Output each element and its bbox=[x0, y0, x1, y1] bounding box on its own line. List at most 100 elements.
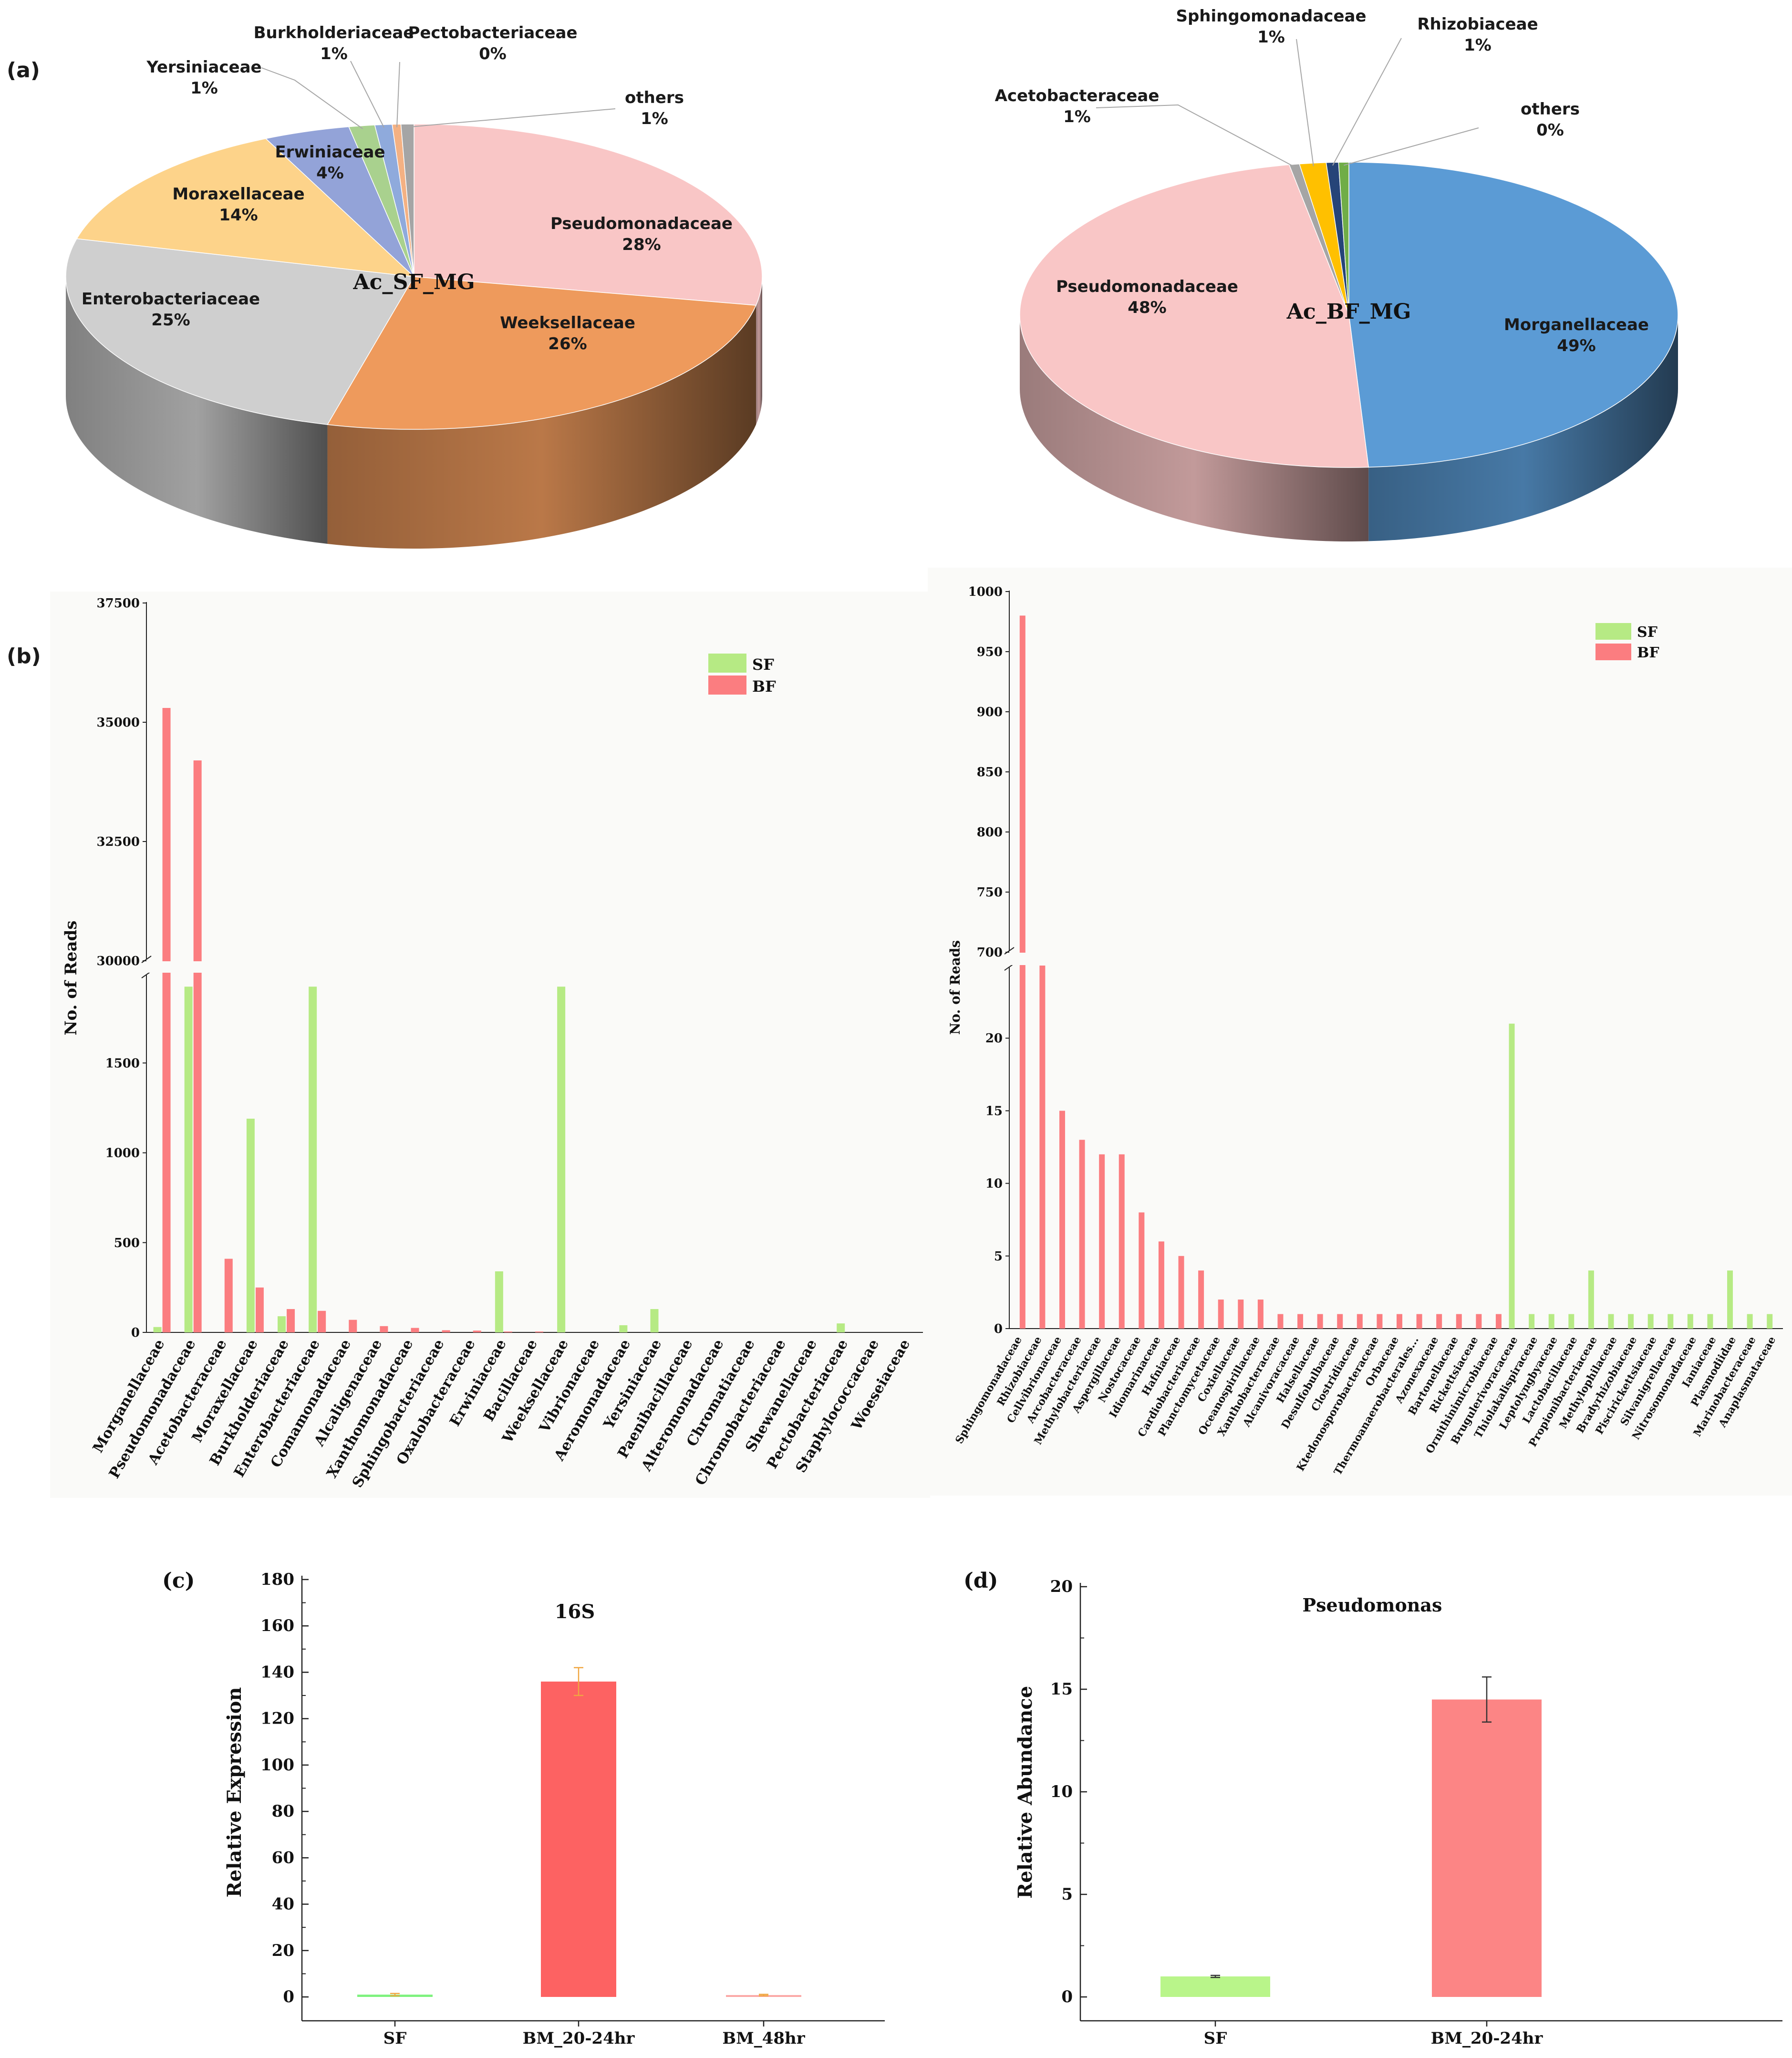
bar-bf bbox=[1397, 1314, 1402, 1329]
bar-sf bbox=[1568, 1314, 1574, 1329]
bar-bf bbox=[1218, 1299, 1224, 1329]
bar-bf bbox=[1198, 1270, 1204, 1329]
y-tick-label: 10 bbox=[985, 1177, 1003, 1191]
y-tick-label: 900 bbox=[977, 705, 1003, 719]
y-tick-label: 700 bbox=[977, 946, 1003, 960]
bar-bf bbox=[1416, 1314, 1422, 1329]
y-axis-label: Relative Abundance bbox=[1014, 1686, 1036, 1899]
legend-label-bf: BF bbox=[752, 677, 776, 696]
bar-bf bbox=[318, 1310, 326, 1332]
legend-swatch-sf bbox=[1595, 623, 1631, 640]
leader-line-3 bbox=[1296, 39, 1314, 166]
bar-1 bbox=[1432, 1699, 1542, 1997]
slice-name-label-4: Erwiniaceae bbox=[275, 143, 385, 162]
slice-name-label-3: Sphingomonadaceae bbox=[1176, 7, 1366, 26]
leader-line-5 bbox=[261, 67, 363, 129]
bar-sf bbox=[1628, 1314, 1634, 1329]
y-tick-label: 37500 bbox=[97, 596, 140, 611]
bar-bf bbox=[255, 1287, 264, 1332]
bar-sf bbox=[246, 1118, 255, 1332]
bar-bf bbox=[504, 1331, 512, 1332]
bar-bf bbox=[1139, 1212, 1145, 1329]
slice-name-label-1: Pseudomonadaceae bbox=[1056, 277, 1238, 296]
slice-percent-label-0: 49% bbox=[1557, 336, 1595, 355]
y-tick-label: 750 bbox=[977, 885, 1003, 900]
x-category-label: SF bbox=[383, 2029, 407, 2048]
bar-bf bbox=[380, 1326, 388, 1332]
slice-name-label-6: Burkholderiaceae bbox=[254, 23, 414, 42]
bar-sf bbox=[495, 1271, 503, 1332]
pie-title: Ac_BF_MG bbox=[1286, 299, 1411, 324]
pie-slice-3 bbox=[76, 138, 415, 277]
leader-line-6 bbox=[350, 61, 385, 128]
slice-percent-label-4: 4% bbox=[316, 164, 344, 183]
y-tick-label: 20 bbox=[1050, 1577, 1073, 1596]
bar-bf bbox=[1476, 1314, 1482, 1329]
slice-name-label-5: others bbox=[1521, 100, 1580, 119]
slice-name-label-2: Enterobacteriaceae bbox=[82, 290, 260, 309]
pie-slice-2 bbox=[65, 238, 415, 425]
panel-b-right-background bbox=[928, 568, 1792, 1496]
y-tick-label: 120 bbox=[260, 1709, 294, 1728]
y-tick-label: 800 bbox=[977, 825, 1003, 840]
slice-name-label-7: Pectobacteriaceae bbox=[408, 23, 577, 42]
y-tick-label: 1500 bbox=[105, 1056, 140, 1071]
bar-bf bbox=[1277, 1314, 1284, 1329]
leader-line-8 bbox=[407, 108, 616, 128]
legend-label-sf: SF bbox=[1637, 624, 1657, 641]
slice-percent-label-1: 48% bbox=[1128, 298, 1166, 317]
slice-percent-label-0: 28% bbox=[622, 235, 661, 254]
y-tick-label: 0 bbox=[131, 1326, 140, 1340]
slice-percent-label-2: 25% bbox=[151, 311, 190, 330]
bar-sf bbox=[1767, 1314, 1773, 1329]
panel-label-c: (c) bbox=[162, 1569, 195, 1593]
chart-title: 16S bbox=[555, 1601, 595, 1623]
bar-0 bbox=[1160, 1976, 1270, 1997]
bar-sf bbox=[1588, 1270, 1594, 1329]
y-tick-label: 950 bbox=[977, 645, 1003, 659]
bar-bf bbox=[224, 1258, 233, 1332]
bar-sf bbox=[1707, 1314, 1713, 1329]
y-tick-label: 60 bbox=[272, 1848, 294, 1867]
legend-swatch-bf bbox=[1595, 644, 1631, 660]
bar-sf bbox=[1647, 1314, 1654, 1329]
y-tick-label: 5 bbox=[994, 1249, 1003, 1264]
legend-label-bf: BF bbox=[1637, 644, 1659, 661]
bar-bf bbox=[1158, 1241, 1164, 1329]
pie-side-0 bbox=[1368, 315, 1678, 541]
bar-bf bbox=[1059, 1111, 1065, 1329]
bar-bf bbox=[1079, 1140, 1085, 1329]
bar-bf bbox=[162, 708, 171, 1332]
bar-bf bbox=[1119, 1154, 1125, 1329]
pie-side-1 bbox=[327, 305, 756, 549]
slice-name-label-0: Pseudomonadaceae bbox=[550, 214, 733, 233]
pie-slice-5 bbox=[1338, 162, 1349, 315]
bar-sf bbox=[309, 987, 317, 1332]
bar-bf bbox=[1019, 615, 1025, 1329]
y-tick-label: 20 bbox=[272, 1941, 294, 1960]
y-tick-label: 0 bbox=[1061, 1987, 1073, 2006]
y-tick-label: 1000 bbox=[968, 585, 1003, 599]
bar-bf bbox=[1178, 1256, 1184, 1329]
slice-percent-label-3: 1% bbox=[1257, 28, 1285, 47]
bar-bf bbox=[193, 760, 202, 1332]
bar-1 bbox=[541, 1681, 616, 1997]
y-tick-label: 30000 bbox=[97, 954, 140, 968]
bar-bf bbox=[1337, 1314, 1343, 1329]
pie-slice-1 bbox=[1019, 164, 1369, 468]
bar-bf bbox=[1495, 1314, 1502, 1329]
slice-name-label-3: Moraxellaceae bbox=[172, 185, 304, 204]
x-category-label: SF bbox=[1204, 2029, 1227, 2048]
slice-percent-label-7: 0% bbox=[479, 44, 507, 63]
bar-sf bbox=[650, 1309, 659, 1332]
slice-percent-label-8: 1% bbox=[641, 109, 668, 128]
bar-sf bbox=[153, 1327, 162, 1332]
slice-percent-label-5: 0% bbox=[1536, 121, 1564, 140]
leader-line-4 bbox=[1332, 38, 1402, 166]
y-tick-label: 0 bbox=[994, 1322, 1003, 1336]
pie-side-0 bbox=[756, 277, 762, 425]
axis-break-gap bbox=[147, 961, 924, 973]
y-tick-label: 160 bbox=[260, 1616, 294, 1635]
y-tick-label: 5 bbox=[1061, 1885, 1073, 1904]
